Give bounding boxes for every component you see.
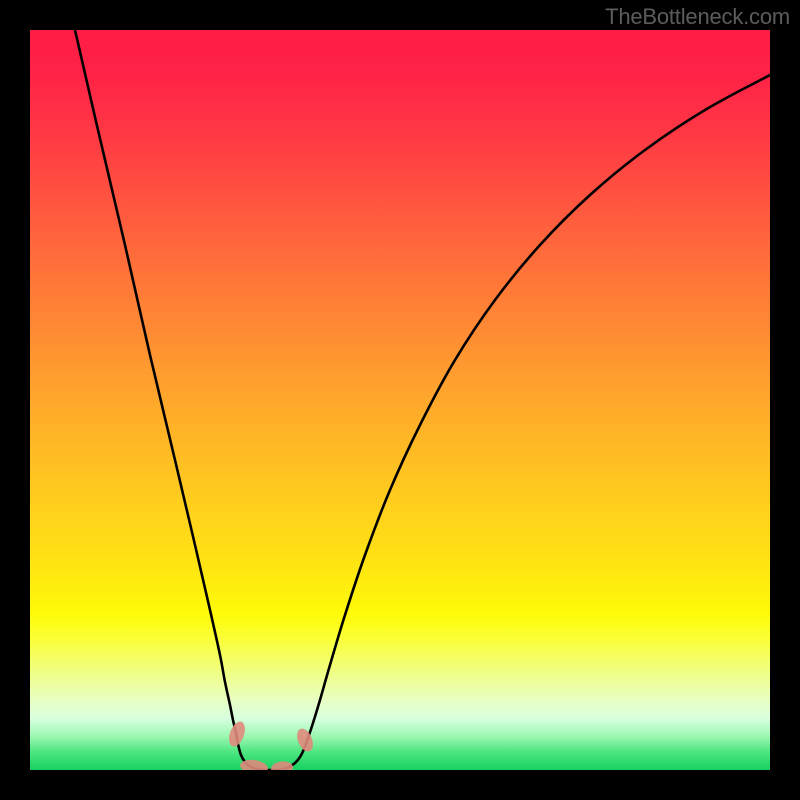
valley-marker (294, 726, 316, 753)
plot-area (30, 30, 770, 770)
valley-marker (226, 719, 248, 748)
valley-marker (270, 760, 293, 770)
chart-frame: TheBottleneck.com (0, 0, 800, 800)
watermark-label: TheBottleneck.com (605, 4, 790, 30)
bottleneck-curve (30, 30, 770, 770)
